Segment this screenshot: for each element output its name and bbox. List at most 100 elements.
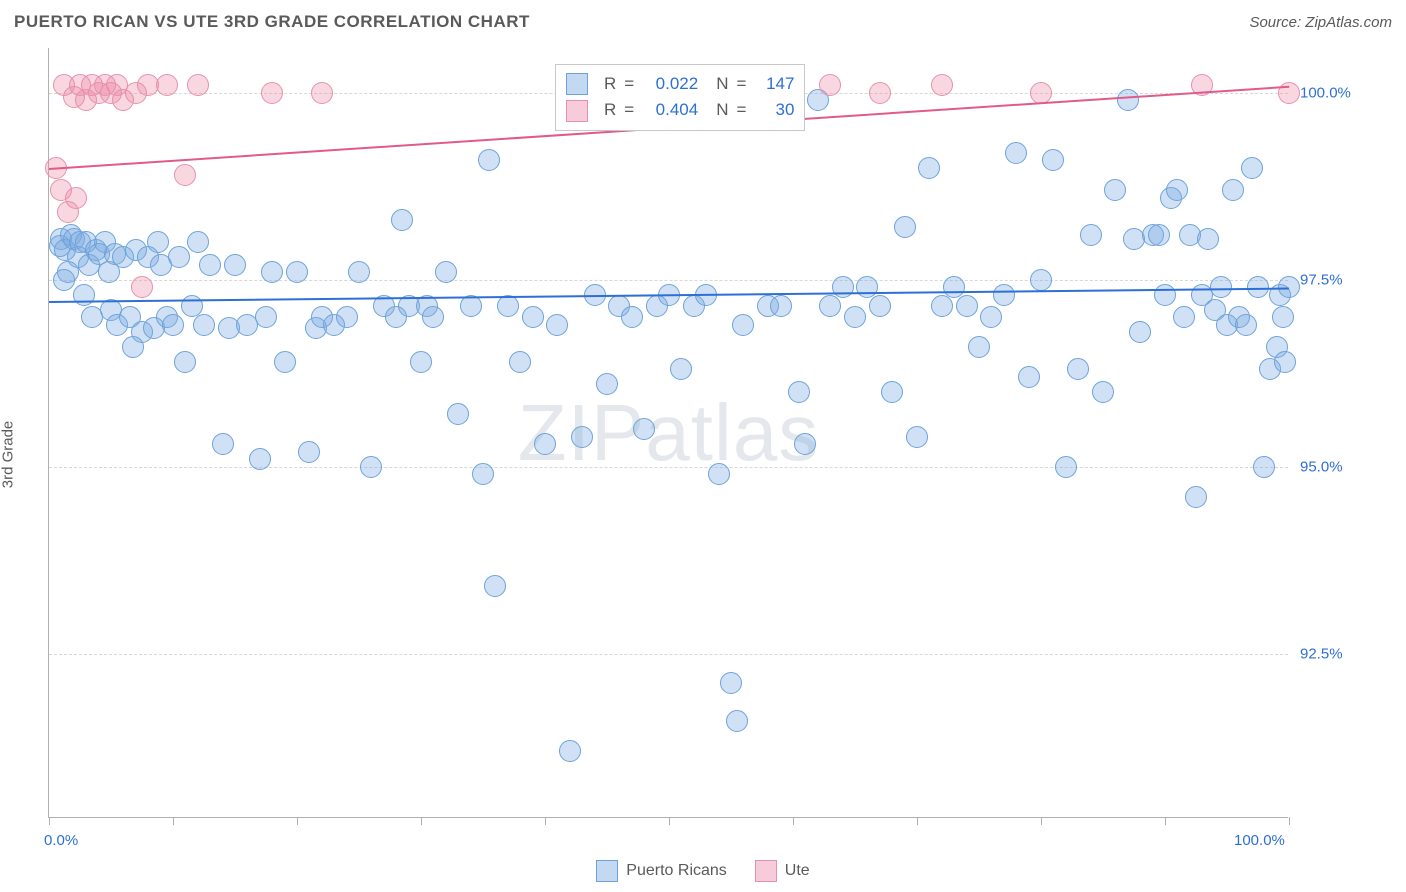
data-point <box>1253 456 1275 478</box>
x-tick-label: 100.0% <box>1234 832 1285 849</box>
data-point <box>422 306 444 328</box>
x-tick <box>545 817 546 825</box>
data-point <box>122 336 144 358</box>
stats-r-value: 0.404 <box>642 97 698 123</box>
data-point <box>559 740 581 762</box>
data-point <box>1005 142 1027 164</box>
chart-header: PUERTO RICAN VS UTE 3RD GRADE CORRELATIO… <box>0 0 1406 44</box>
data-point <box>410 351 432 373</box>
x-tick <box>49 817 50 825</box>
y-tick-label: 92.5% <box>1300 645 1343 662</box>
gridline-h <box>49 280 1288 281</box>
data-point <box>596 373 618 395</box>
x-tick <box>917 817 918 825</box>
data-point <box>509 351 531 373</box>
data-point <box>147 231 169 253</box>
data-point <box>162 314 184 336</box>
data-point <box>1166 179 1188 201</box>
data-point <box>956 295 978 317</box>
x-tick <box>1165 817 1166 825</box>
data-point <box>894 216 916 238</box>
gridline-h <box>49 467 1288 468</box>
stats-row: R=0.404N=30 <box>566 97 794 123</box>
data-point <box>199 254 221 276</box>
data-point <box>168 246 190 268</box>
data-point <box>968 336 990 358</box>
data-point <box>53 269 75 291</box>
stats-swatch <box>566 73 588 95</box>
scatter-plot-area: ZIPatlas <box>48 48 1288 818</box>
data-point <box>447 403 469 425</box>
data-point <box>311 82 333 104</box>
data-point <box>708 463 730 485</box>
data-point <box>1018 366 1040 388</box>
data-point <box>522 306 544 328</box>
data-point <box>720 672 742 694</box>
data-point <box>212 433 234 455</box>
legend-item-puerto-ricans: Puerto Ricans <box>596 860 727 882</box>
data-point <box>1042 149 1064 171</box>
data-point <box>621 306 643 328</box>
data-point <box>249 448 271 470</box>
data-point <box>832 276 854 298</box>
legend: Puerto Ricans Ute <box>0 860 1406 882</box>
data-point <box>360 456 382 478</box>
data-point <box>1092 381 1114 403</box>
data-point <box>1274 351 1296 373</box>
data-point <box>869 82 891 104</box>
legend-label-ute: Ute <box>785 862 810 879</box>
chart-source: Source: ZipAtlas.com <box>1249 14 1392 31</box>
data-point <box>1278 82 1300 104</box>
legend-label-puerto-ricans: Puerto Ricans <box>626 862 727 879</box>
x-tick <box>1289 817 1290 825</box>
legend-swatch-ute <box>755 860 777 882</box>
data-point <box>484 575 506 597</box>
data-point <box>478 149 500 171</box>
data-point <box>131 276 153 298</box>
data-point <box>881 381 903 403</box>
data-point <box>931 74 953 96</box>
data-point <box>156 74 178 96</box>
data-point <box>174 351 196 373</box>
stats-box: R=0.022N=147R=0.404N=30 <box>555 64 805 131</box>
stats-n-value: 30 <box>754 97 794 123</box>
data-point <box>435 261 457 283</box>
data-point <box>391 209 413 231</box>
data-point <box>1235 314 1257 336</box>
data-point <box>819 295 841 317</box>
y-axis-label: 3rd Grade <box>0 421 17 489</box>
stats-swatch <box>566 100 588 122</box>
chart-title: PUERTO RICAN VS UTE 3RD GRADE CORRELATIO… <box>14 12 530 32</box>
data-point <box>1055 456 1077 478</box>
stats-n-value: 147 <box>754 71 794 97</box>
y-tick-label: 97.5% <box>1300 271 1343 288</box>
x-tick <box>793 817 794 825</box>
y-tick-label: 95.0% <box>1300 458 1343 475</box>
data-point <box>633 418 655 440</box>
data-point <box>224 254 246 276</box>
stats-eq: = <box>624 97 634 123</box>
data-point <box>844 306 866 328</box>
x-tick <box>1041 817 1042 825</box>
data-point <box>571 426 593 448</box>
data-point <box>261 82 283 104</box>
data-point <box>931 295 953 317</box>
x-tick <box>297 817 298 825</box>
data-point <box>187 231 209 253</box>
gridline-h <box>49 654 1288 655</box>
data-point <box>546 314 568 336</box>
data-point <box>181 295 203 317</box>
stats-r-label: R <box>604 71 616 97</box>
data-point <box>770 295 792 317</box>
data-point <box>261 261 283 283</box>
data-point <box>1104 179 1126 201</box>
data-point <box>1222 179 1244 201</box>
watermark: ZIPatlas <box>518 387 819 479</box>
data-point <box>255 306 277 328</box>
stats-n-label: N <box>716 71 728 97</box>
data-point <box>65 187 87 209</box>
stats-r-label: R <box>604 97 616 123</box>
data-point <box>1272 306 1294 328</box>
data-point <box>274 351 296 373</box>
data-point <box>726 710 748 732</box>
